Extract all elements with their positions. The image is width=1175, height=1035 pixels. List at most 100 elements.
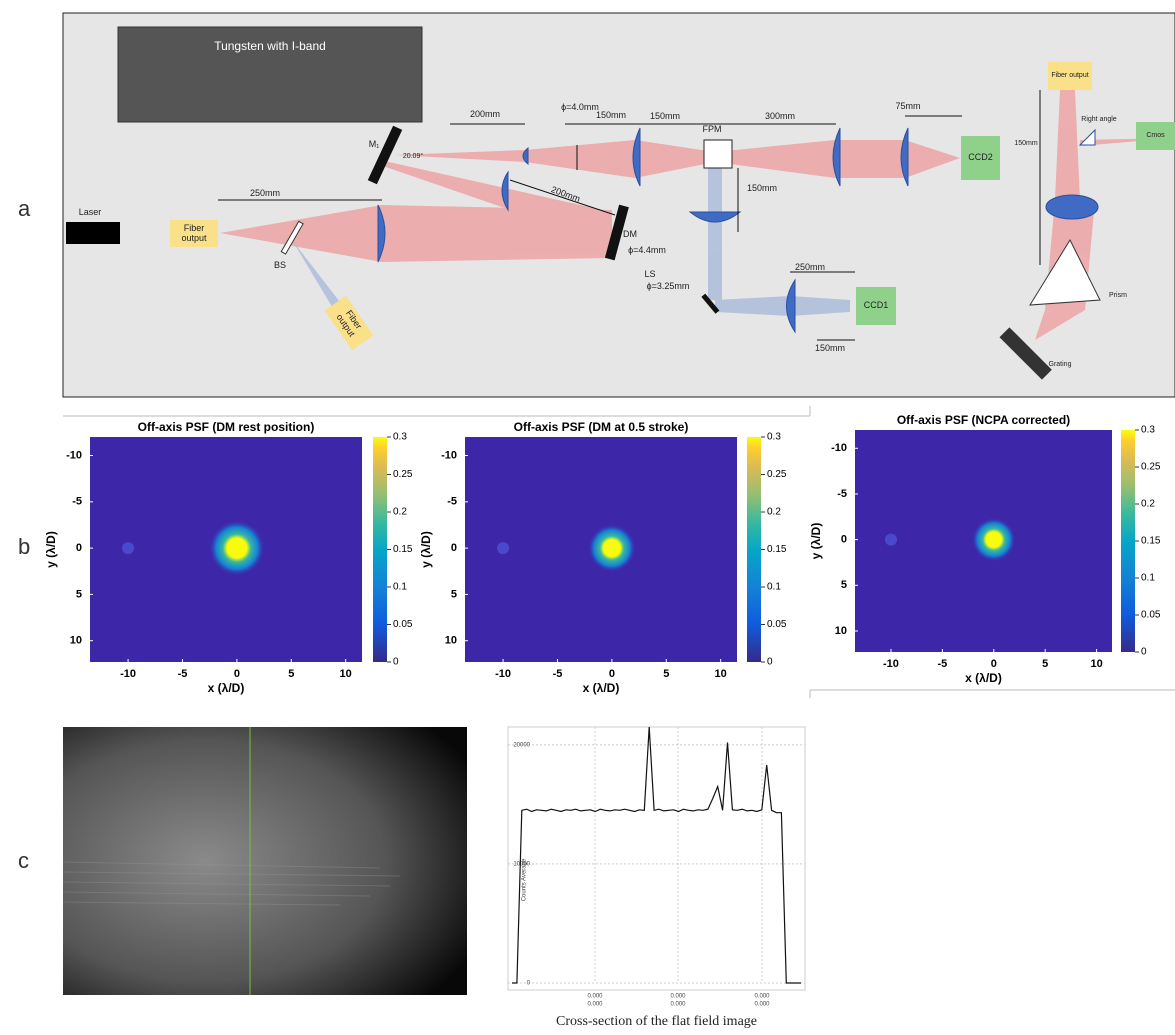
diagram-label: 150mm [805, 344, 855, 356]
x-tick-label: 0.000 [587, 994, 603, 1000]
x-tick-label: -5 [937, 658, 947, 670]
y-tick-label: 5 [76, 588, 82, 600]
y-tick-label: 5 [841, 579, 847, 591]
colorbar-tick-label: 0.3 [1141, 425, 1155, 436]
diagram-label: 20.09° [398, 153, 428, 163]
page: {"panel_labels":["a","b","c"], "diagram"… [0, 0, 1175, 1035]
diagram-label: FPM [700, 125, 724, 137]
colorbar [747, 437, 761, 662]
diagram-label: 150mm [742, 184, 782, 196]
diagram-label: BS [270, 261, 290, 273]
y-axis-label: y (λ/D) [44, 531, 58, 568]
colorbar-tick-label: 0.2 [1141, 499, 1155, 510]
colorbar-tick-label: 0 [1141, 647, 1147, 658]
x-tick-label: -5 [178, 668, 188, 680]
diagram-label: Right angle [1074, 116, 1124, 126]
psf-ghost [885, 534, 897, 546]
x-tick-label: 5 [663, 668, 669, 680]
diagram-label: CCD2 [961, 136, 1000, 180]
chart-title: Off-axis PSF (DM at 0.5 stroke) [514, 420, 689, 434]
x-tick-label: 10 [1090, 658, 1102, 670]
diagram-label: 150mm [586, 111, 636, 123]
psf-core [209, 520, 265, 576]
colorbar-tick-label: 0.1 [393, 582, 407, 593]
colorbar-tick-label: 0.25 [393, 469, 413, 480]
colorbar-tick-label: 0 [393, 657, 399, 668]
x-tick-label: 5 [1042, 658, 1048, 670]
colorbar-tick-label: 0.2 [767, 507, 781, 518]
x-tick-label: 0 [234, 668, 240, 680]
diagram-label: Cmos [1136, 122, 1175, 150]
colorbar-tick-label: 0.25 [1141, 462, 1161, 473]
y-tick-label: 0 [451, 542, 457, 554]
diagram-label: M₁ [364, 140, 384, 152]
diagram-label: 300mm [755, 112, 805, 124]
y-tick-label: 0 [841, 534, 847, 546]
y-tick-label: 20000 [513, 742, 530, 748]
diagram-label: 250mm [240, 189, 290, 201]
x-tick-label: 0.000 [670, 1002, 686, 1008]
colorbar-tick-label: 0 [767, 657, 773, 668]
diagram-label: Tungsten with I-band [118, 40, 422, 56]
y-tick-label: -10 [66, 449, 82, 461]
colorbar-tick-label: 0.15 [393, 544, 413, 555]
chart-title: Off-axis PSF (DM rest position) [138, 420, 315, 434]
colorbar-tick-label: 0.1 [1141, 573, 1155, 584]
x-tick-label: 10 [340, 668, 352, 680]
colorbar-tick-label: 0.05 [1141, 610, 1161, 621]
psf-core [588, 524, 636, 572]
psf-ghost [497, 542, 509, 554]
chart-title: Off-axis PSF (NCPA corrected) [897, 413, 1070, 427]
diagram-label: ϕ=4.4mm [622, 246, 672, 258]
diagram-label: Laser [70, 208, 110, 220]
colorbar [373, 437, 387, 662]
y-tick-label: -5 [72, 496, 82, 508]
x-tick-label: 0.000 [587, 1002, 603, 1008]
psf-core [972, 518, 1016, 562]
diagram-label: 75mm [888, 102, 928, 114]
flat-field-image [63, 727, 467, 995]
y-tick-label: -5 [837, 488, 847, 500]
diagram-label: DM [618, 230, 642, 242]
psf-ghost [122, 542, 134, 554]
x-tick-label: -10 [120, 668, 136, 680]
y-axis-label: Counts Average [522, 858, 528, 901]
laser [66, 222, 120, 244]
y-tick-label: 10 [835, 625, 847, 637]
diagram-label: 200mm [460, 110, 510, 122]
diagram-label: CCD1 [856, 287, 896, 325]
y-tick-label: -5 [447, 496, 457, 508]
colorbar-tick-label: 0.25 [767, 469, 787, 480]
colorbar-tick-label: 0.15 [767, 544, 787, 555]
colorbar-tick-label: 0.3 [393, 432, 407, 443]
diagram-label: ϕ=3.25mm [640, 282, 696, 294]
plot-frame [508, 727, 805, 990]
colorbar [1121, 430, 1135, 652]
panel-label: b [18, 534, 30, 559]
colorbar-tick-label: 0.2 [393, 507, 407, 518]
x-tick-label: 0.000 [754, 1002, 770, 1008]
diagram-label: Fiber output [1048, 62, 1092, 90]
colorbar-tick-label: 0.15 [1141, 536, 1161, 547]
y-tick-label: -10 [441, 449, 457, 461]
diagram-label: Prism [1098, 292, 1138, 304]
fpm [704, 140, 732, 168]
x-tick-label: -10 [883, 658, 899, 670]
x-axis-label: x (λ/D) [208, 681, 245, 695]
panel-label: c [18, 848, 29, 873]
colorbar-tick-label: 0.1 [767, 582, 781, 593]
x-tick-label: -10 [495, 668, 511, 680]
y-tick-label: 10 [70, 635, 82, 647]
caption: Cross-section of the flat field image [556, 1014, 757, 1029]
y-axis-label: y (λ/D) [419, 531, 433, 568]
diagram-label: 250mm [785, 263, 835, 275]
x-tick-label: 10 [715, 668, 727, 680]
x-axis-label: x (λ/D) [965, 671, 1002, 685]
x-tick-label: -5 [553, 668, 563, 680]
x-tick-label: 0.000 [754, 994, 770, 1000]
y-tick-label: -10 [831, 442, 847, 454]
colorbar-tick-label: 0.3 [767, 432, 781, 443]
colorbar-tick-label: 0.05 [767, 619, 787, 630]
x-tick-label: 0.000 [670, 994, 686, 1000]
x-axis-label: x (λ/D) [583, 681, 620, 695]
